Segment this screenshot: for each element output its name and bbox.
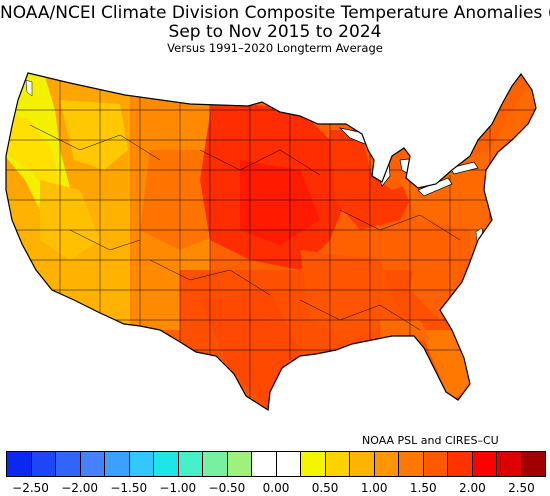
colorbar-tick-label: −1.00 xyxy=(159,481,197,495)
color-swatch-20 xyxy=(497,452,522,476)
color-swatch-10 xyxy=(252,452,277,476)
color-swatch-6 xyxy=(154,452,179,476)
anomaly-fill xyxy=(6,73,536,410)
colorbar-tick-label: −2.50 xyxy=(12,481,49,495)
color-swatch-1 xyxy=(31,452,56,476)
color-swatch-15 xyxy=(374,452,399,476)
colorbar-tick-label: −1.50 xyxy=(110,481,148,495)
color-scale-bar xyxy=(6,451,546,477)
color-swatch-14 xyxy=(350,452,375,476)
color-swatch-4 xyxy=(105,452,130,476)
map-baseline-note: Versus 1991–2020 Longterm Average xyxy=(167,41,383,55)
map-subtitle: Sep to Nov 2015 to 2024 xyxy=(168,22,382,42)
color-swatch-0 xyxy=(7,452,32,476)
color-swatch-9 xyxy=(227,452,252,476)
colorbar-tick-label: 2.50 xyxy=(508,481,535,495)
color-swatch-2 xyxy=(56,452,81,476)
colorbar-tick-label: 1.00 xyxy=(360,481,388,495)
color-swatch-17 xyxy=(423,452,448,476)
colorbar-tick-label: 2.00 xyxy=(459,481,486,495)
color-swatch-5 xyxy=(129,452,154,476)
color-swatch-7 xyxy=(178,452,203,476)
color-swatch-16 xyxy=(399,452,424,476)
color-swatch-3 xyxy=(80,452,105,476)
map-title: NOAA/NCEI Climate Division Composite Tem… xyxy=(0,3,550,23)
color-swatch-18 xyxy=(448,452,473,476)
credit-text: NOAA PSL and CIRES–CU xyxy=(362,434,499,447)
colorbar-tick-label: 0.00 xyxy=(262,481,290,495)
color-swatch-21 xyxy=(521,452,545,476)
color-swatch-13 xyxy=(325,452,350,476)
colorbar-tick-label: −0.50 xyxy=(208,481,246,495)
colorbar-tick-label: 0.50 xyxy=(311,481,339,495)
color-swatch-19 xyxy=(472,452,497,476)
colorbar-tick-label: 1.50 xyxy=(409,481,437,495)
colorbar-tick-label: −2.00 xyxy=(61,481,99,495)
color-swatch-12 xyxy=(301,452,326,476)
color-swatch-11 xyxy=(276,452,301,476)
color-swatch-8 xyxy=(203,452,228,476)
